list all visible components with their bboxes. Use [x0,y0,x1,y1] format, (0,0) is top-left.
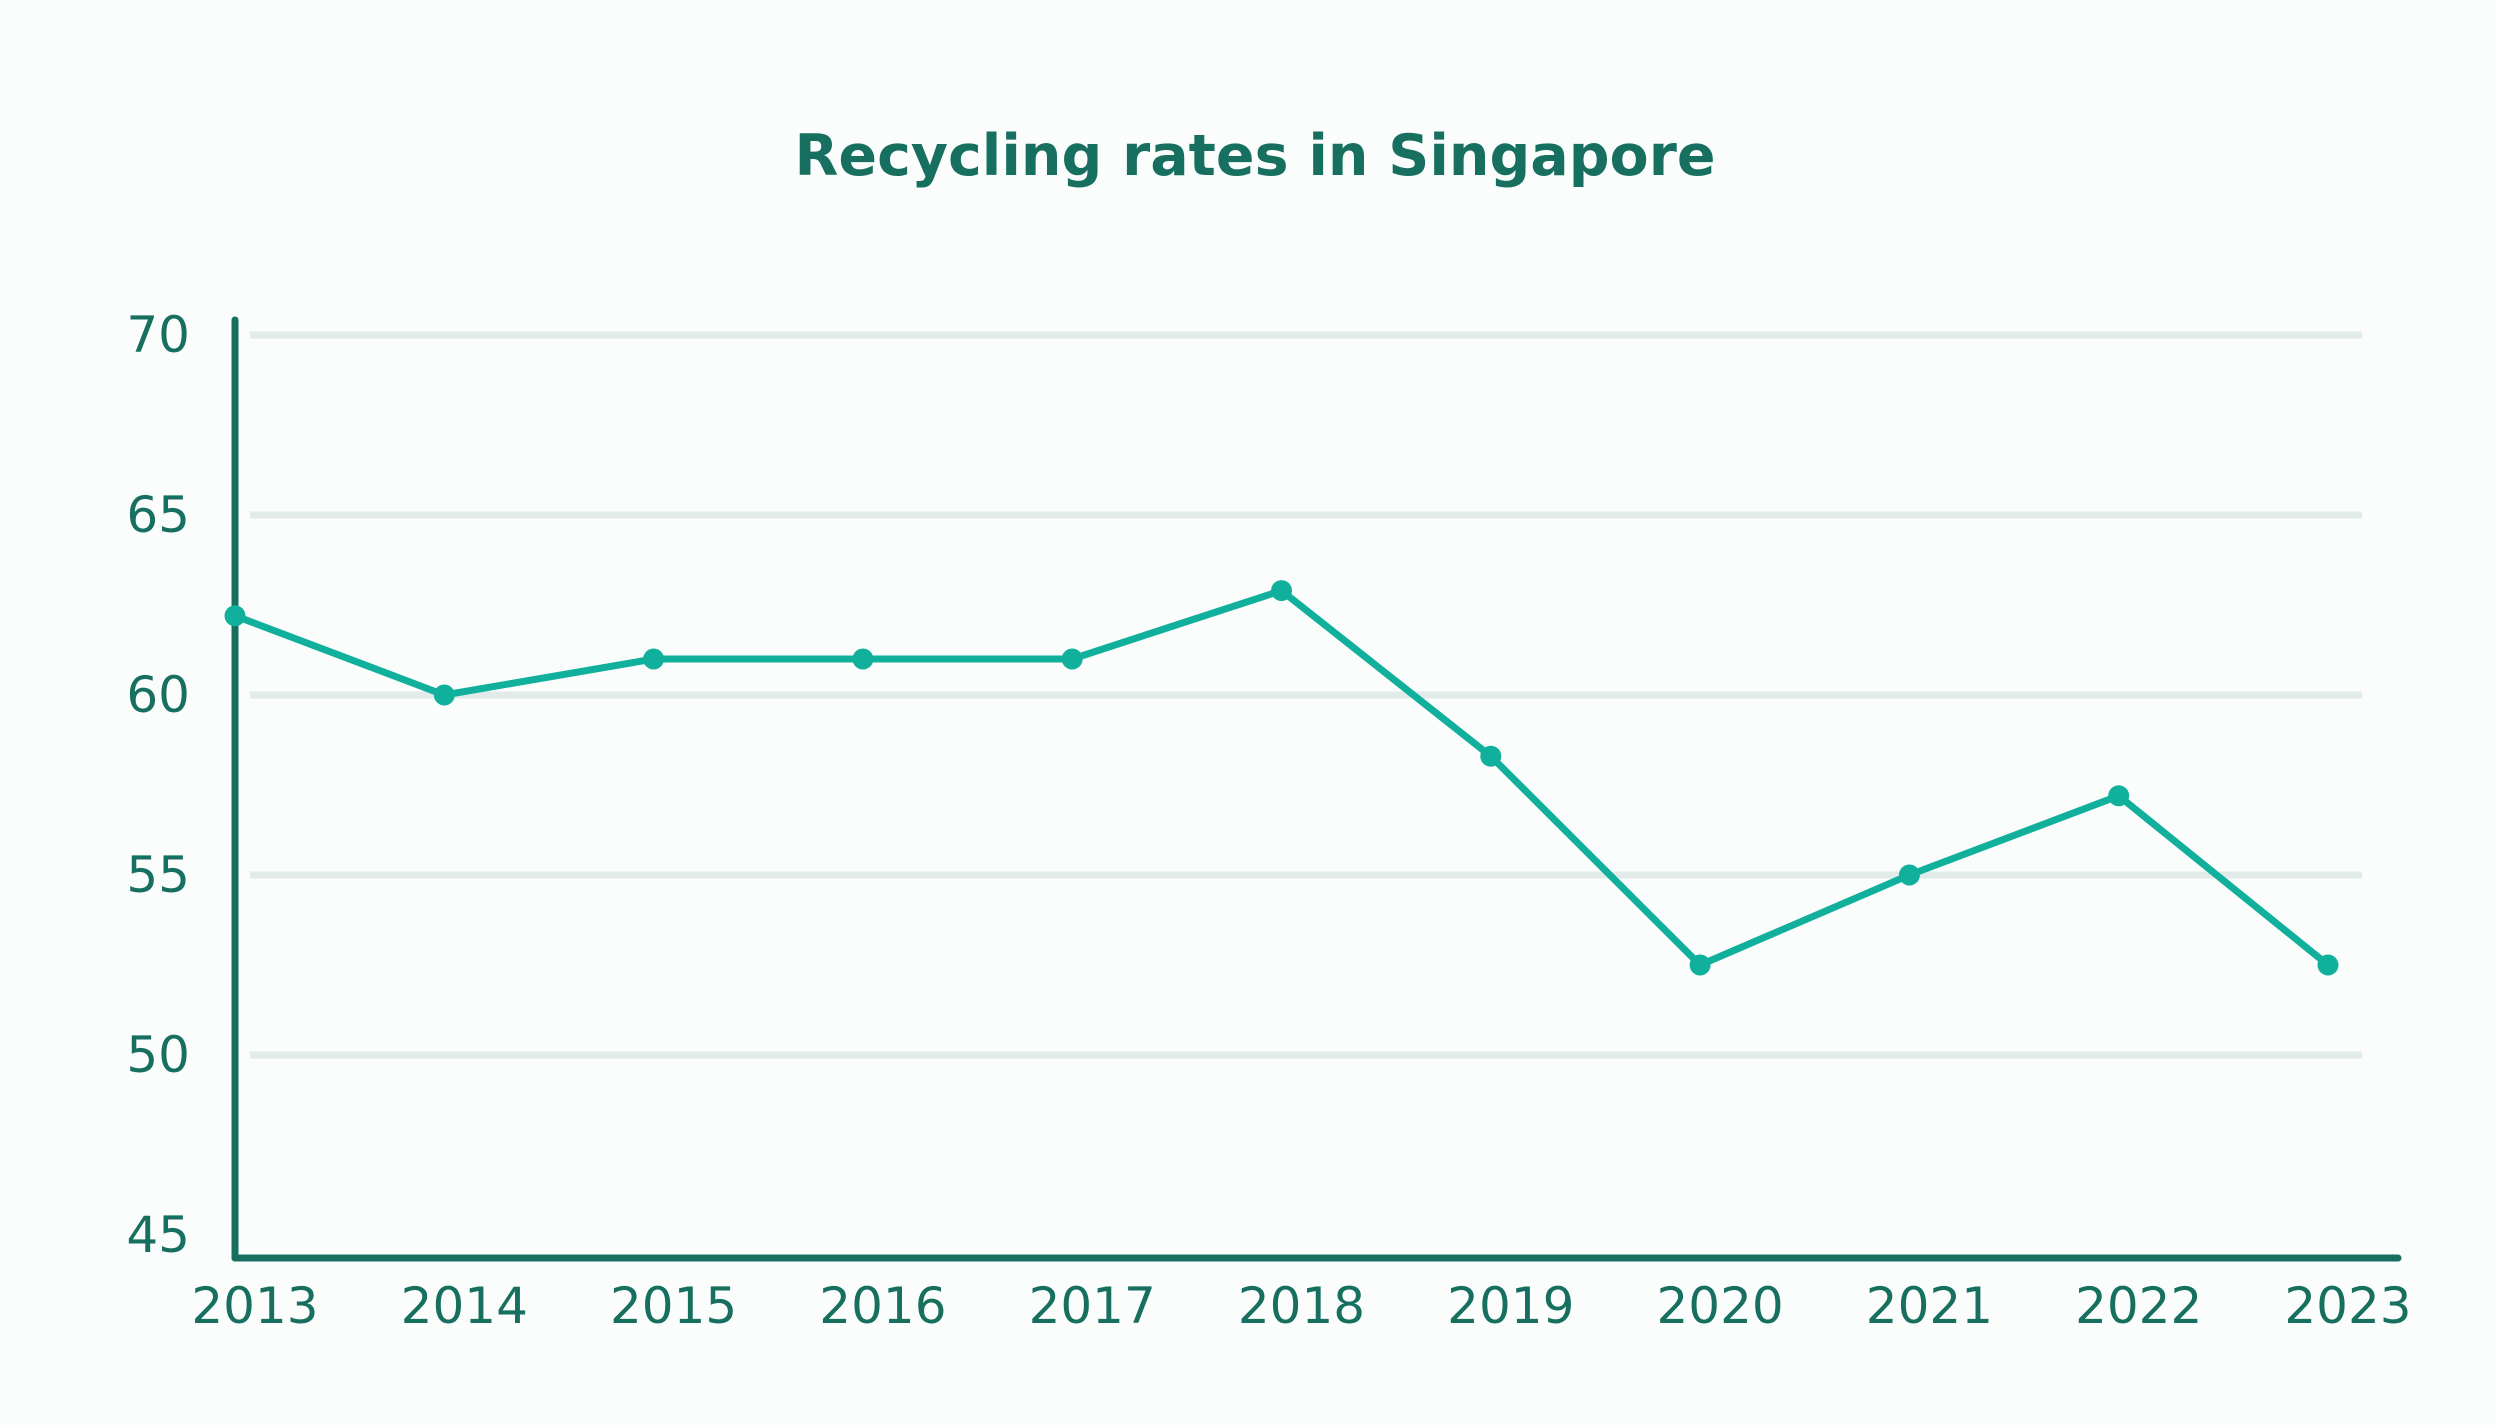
data-point-2023 [2317,954,2339,976]
y-tick-label-45: 45 [126,1206,190,1264]
x-axis-tick-labels: 2013 2014 2015 2016 2017 2018 2019 2020 2021 2022… [191,1277,2411,1335]
y-tick-label-65: 65 [126,486,190,544]
data-point-2013 [224,605,246,627]
data-point-2014 [433,684,455,706]
x-tick-label-2013: 2013 [191,1277,318,1335]
data-point-2016 [852,648,874,670]
y-tick-label-60: 60 [126,666,190,724]
x-tick-label-2019: 2019 [1447,1277,1574,1335]
x-tick-label-2016: 2016 [819,1277,946,1335]
y-tick-label-70: 70 [126,306,190,364]
data-point-2015 [643,648,665,670]
y-tick-label-50: 50 [126,1026,190,1084]
x-tick-label-2023: 2023 [2284,1277,2411,1335]
data-point-2021 [1898,864,1920,886]
data-point-2019 [1480,745,1502,767]
data-point-2020 [1689,954,1711,976]
x-tick-label-2020: 2020 [1656,1277,1783,1335]
x-tick-label-2014: 2014 [401,1277,528,1335]
y-axis-tick-labels: 45 50 55 60 65 70 [126,306,190,1264]
x-tick-label-2017: 2017 [1029,1277,1156,1335]
x-tick-label-2022: 2022 [2075,1277,2202,1335]
chart-title: Recycling rates in Singapore [795,123,1716,189]
x-tick-label-2021: 2021 [1866,1277,1993,1335]
x-tick-label-2015: 2015 [610,1277,737,1335]
data-point-2022 [2108,785,2130,807]
data-point-2017 [1061,648,1083,670]
x-tick-label-2018: 2018 [1238,1277,1365,1335]
series-recycling-rate [224,580,2339,976]
y-tick-label-55: 55 [126,846,190,904]
grid-lines [250,331,2362,1059]
series-line [231,587,2332,969]
data-point-2018 [1271,580,1292,602]
